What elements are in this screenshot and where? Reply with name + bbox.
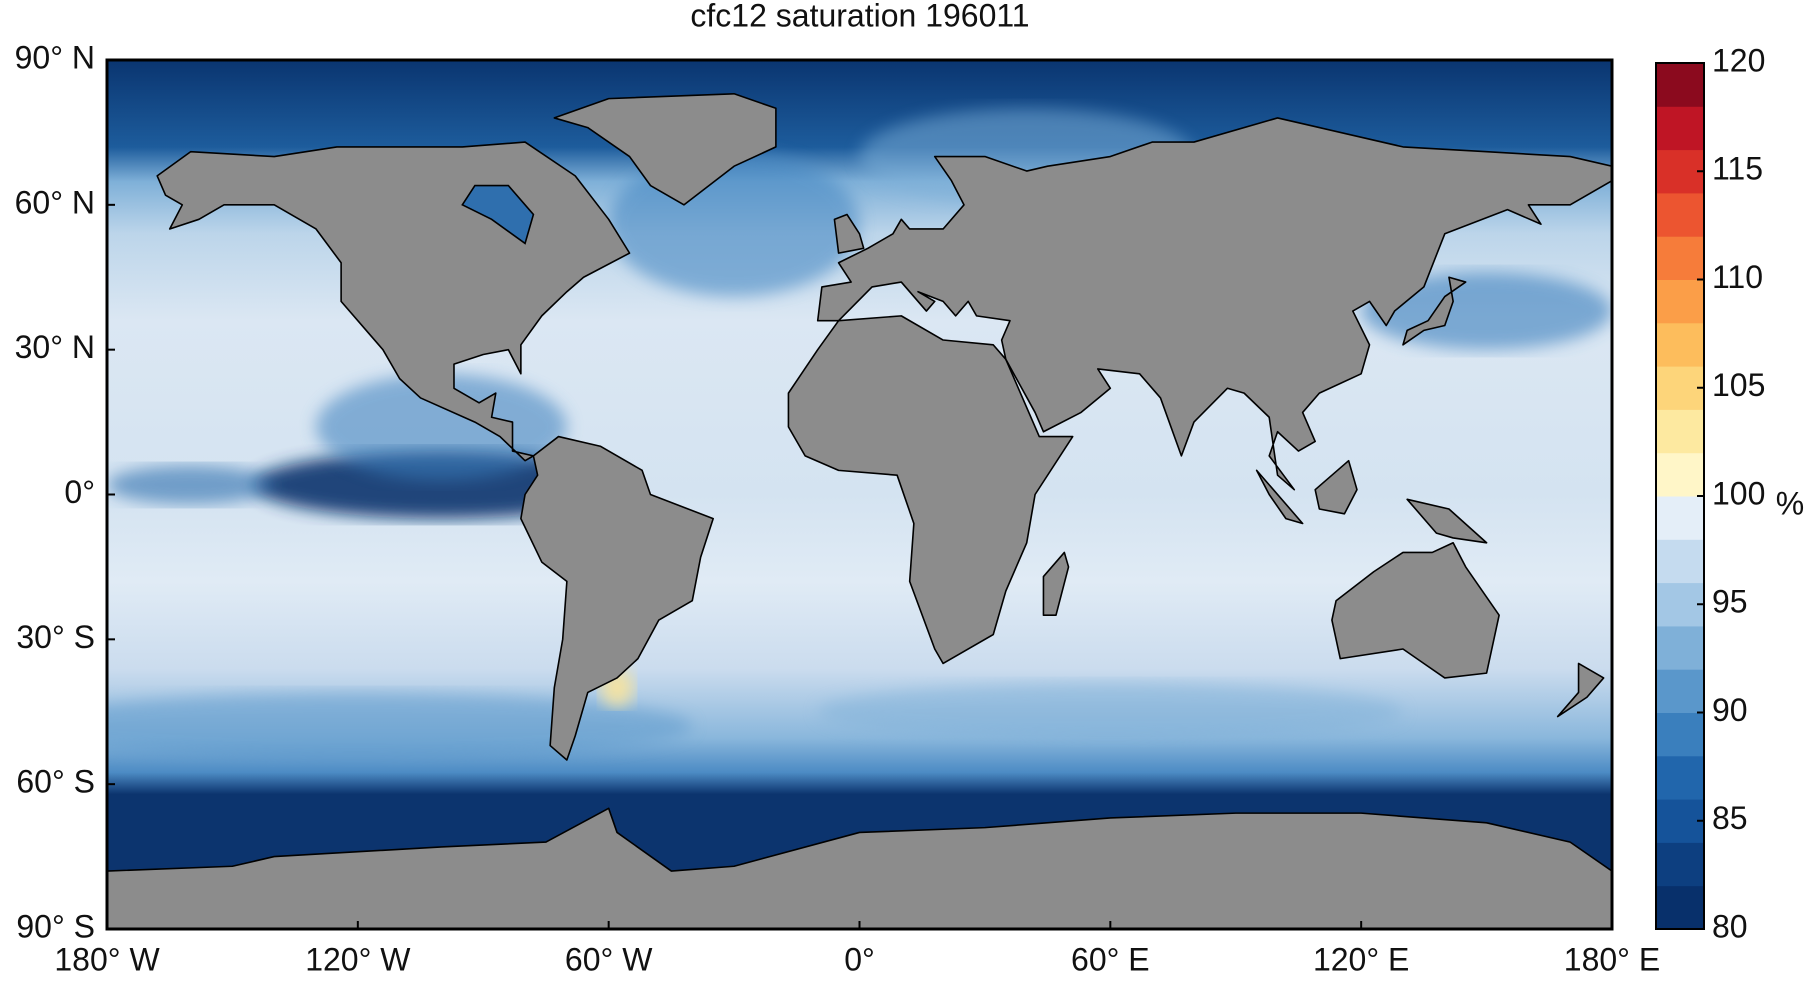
japan <box>1402 276 1467 346</box>
new-guinea <box>1406 498 1488 544</box>
x-tick-label: 120° W <box>305 941 411 977</box>
y-tick-label: 0° <box>64 474 95 510</box>
hudson-bay <box>461 184 535 245</box>
colorbar-band <box>1656 322 1704 367</box>
y-tick-label: 90° N <box>15 39 95 75</box>
colorbar-band <box>1656 712 1704 757</box>
colorbar-band <box>1656 799 1704 843</box>
y-tick-label: 60° S <box>16 764 95 800</box>
borneo <box>1314 459 1358 515</box>
colorbar-label: % <box>1776 485 1804 521</box>
ocean-feature <box>107 692 693 761</box>
colorbar-tick-label: 110 <box>1712 259 1763 295</box>
colorbar-band <box>1656 106 1704 151</box>
colorbar-band <box>1656 409 1704 454</box>
britain <box>833 213 865 254</box>
colorbar-band <box>1656 63 1704 107</box>
colorbar-tick-label: 105 <box>1712 367 1765 403</box>
colorbar-tick-label: 120 <box>1712 42 1765 78</box>
y-tick-label: 60° N <box>15 184 95 220</box>
ocean-feature <box>107 465 275 505</box>
new-zealand <box>1556 662 1605 718</box>
ocean-feature <box>817 682 1403 741</box>
colorbar-band <box>1656 149 1704 194</box>
x-tick-label: 60° E <box>1071 941 1150 977</box>
colorbar-tick-label: 80 <box>1712 908 1748 944</box>
south-america <box>520 435 714 761</box>
colorbar-band <box>1656 669 1704 713</box>
colorbar-band <box>1656 842 1704 887</box>
y-tick-label: 30° N <box>15 329 95 365</box>
australia <box>1331 541 1500 679</box>
antarctica <box>107 807 1612 929</box>
colorbar-tick-label: 90 <box>1712 692 1748 728</box>
africa <box>787 315 1074 665</box>
colorbar-band <box>1656 192 1704 237</box>
colorbar-band <box>1656 452 1704 497</box>
x-tick-label: 120° E <box>1313 941 1409 977</box>
colorbar-tick-label: 95 <box>1712 584 1748 620</box>
x-tick-label: 180° E <box>1564 941 1660 977</box>
colorbar-band <box>1656 279 1704 324</box>
y-tick-label: 30° S <box>16 619 95 655</box>
ocean-feature <box>316 373 567 481</box>
colorbar-tick-label: 115 <box>1712 151 1763 187</box>
greenland <box>553 92 777 206</box>
colorbar-band <box>1656 582 1704 627</box>
y-tick-label: 90° S <box>16 908 95 944</box>
colorbar-tick-label: 85 <box>1712 800 1748 836</box>
chart-title: cfc12 saturation 196011 <box>690 0 1029 33</box>
colorbar-band <box>1656 366 1704 410</box>
colorbar-band <box>1656 539 1704 584</box>
x-tick-label: 60° W <box>565 941 653 977</box>
colorbar-tick-label: 100 <box>1712 475 1765 511</box>
colorbar-band <box>1656 885 1704 930</box>
x-tick-label: 0° <box>844 941 875 977</box>
colorbar: 80 85 90 95 100 105 110 115 120% <box>1655 42 1804 944</box>
colorbar-band <box>1656 496 1704 540</box>
madagascar <box>1042 551 1070 616</box>
x-tick-label: 180° W <box>54 941 160 977</box>
colorbar-band <box>1656 625 1704 670</box>
eurasia <box>816 117 1612 491</box>
colorbar-band <box>1656 755 1704 800</box>
colorbar-band <box>1656 236 1704 280</box>
map-area <box>107 60 1612 929</box>
sumatra <box>1255 469 1304 525</box>
